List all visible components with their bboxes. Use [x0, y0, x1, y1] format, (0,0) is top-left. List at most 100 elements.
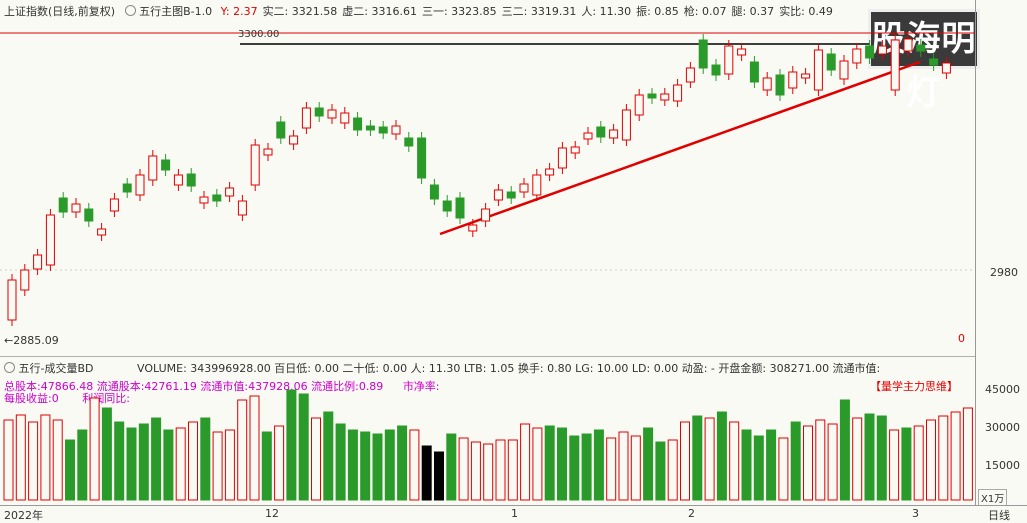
volume-indicator-name[interactable]: 五行-成交量BD [18, 362, 94, 375]
candle-body [775, 74, 785, 96]
low-price-label: ←2885.09 [4, 334, 59, 347]
volume-bar [101, 407, 112, 501]
candle-body [378, 126, 388, 134]
volume-bar [729, 421, 740, 501]
volume-bar [175, 427, 186, 501]
chart-header: 上证指数(日线,前复权) 五行主图B-1.0 Y: 2.37 实二: 3321.5… [0, 3, 833, 19]
candle-body [481, 208, 491, 222]
candle-body [545, 168, 555, 176]
volume-bar [298, 393, 309, 501]
volume-bar [360, 431, 371, 501]
volume-bar [249, 395, 260, 501]
volume-bar [790, 421, 801, 501]
indicator-icon[interactable] [124, 5, 136, 16]
volume-bar [151, 417, 162, 501]
candle-body [468, 224, 478, 232]
volume-bar [347, 429, 358, 501]
volume-bar [827, 423, 838, 501]
candle-body [865, 45, 875, 59]
float-cap: 流通市值:437928.06 [200, 380, 308, 393]
candle-body [762, 77, 772, 91]
candle-body [852, 48, 862, 64]
candle-body [263, 148, 273, 156]
volume-bar [372, 433, 383, 501]
candle-body [455, 197, 465, 219]
float-shares: 流通股本:42761.19 [96, 380, 197, 393]
main-chart[interactable] [0, 0, 975, 355]
volume-bar [667, 439, 678, 501]
volume-bar [200, 417, 211, 501]
candle-body [826, 53, 836, 71]
volume-bar [40, 414, 51, 501]
candle-body [148, 155, 158, 181]
candle-body [109, 198, 119, 212]
candle-body [634, 94, 644, 116]
volume-bar [311, 417, 321, 501]
volume-bar [901, 427, 912, 501]
candle-body [506, 191, 516, 199]
volume-bar [224, 429, 235, 501]
volume-bar [323, 411, 334, 501]
volume-bar [3, 419, 14, 501]
indicator-name[interactable]: 五行主图B-1.0 [139, 5, 213, 18]
volume-bar [581, 433, 592, 501]
candle-body [7, 279, 17, 321]
support-trend-line [439, 60, 921, 236]
volume-bar [864, 413, 875, 501]
candle-body [609, 129, 619, 139]
volume-bars[interactable] [0, 357, 975, 505]
candle-body [621, 109, 631, 141]
candle-body [737, 48, 747, 56]
candle-body [161, 159, 171, 171]
volume-indicator-icon[interactable] [4, 362, 15, 373]
volume-bar [520, 423, 531, 501]
header-stat: 三二: 3319.31 [501, 5, 577, 18]
candle-body [186, 173, 196, 187]
volume-chart[interactable] [0, 357, 975, 505]
zero-label: 0 [958, 332, 965, 345]
volume-bar [495, 439, 506, 501]
candle-body [673, 84, 683, 102]
total-shares: 总股本:47866.48 [4, 380, 94, 393]
volume-bar [65, 439, 75, 501]
volume-bar [138, 423, 149, 501]
header-stat: 振: 0.85 [636, 5, 679, 18]
period-button[interactable]: 日线 [988, 509, 1010, 522]
volume-bar [77, 429, 88, 501]
candle-body [71, 203, 81, 213]
candle-body [391, 125, 401, 135]
eps: 每股收益:0 [4, 392, 59, 405]
vol-tick-15000: 15000 [985, 459, 1020, 472]
arrow-left-icon: ← [4, 334, 14, 347]
volume-bar [261, 431, 272, 501]
candle-body [685, 67, 695, 83]
volume-bar [89, 397, 100, 501]
index-title[interactable]: 上证指数(日线,前复权) [4, 5, 116, 18]
volume-bar [409, 429, 420, 501]
candle-body [493, 189, 503, 201]
candle-body [890, 39, 900, 91]
candle-body [583, 132, 593, 140]
candle-body [941, 62, 951, 74]
volume-bar [962, 407, 973, 501]
pb-ratio: 市净率: [402, 380, 440, 393]
watermark-logo: 股海明灯 [868, 9, 980, 113]
volume-bar [630, 435, 641, 501]
candle-body [365, 125, 375, 131]
x-axis-line [0, 505, 1027, 506]
candle-body [289, 135, 299, 145]
volume-bar [470, 441, 481, 501]
candle-body [724, 45, 734, 75]
candle-body [353, 117, 363, 131]
candlestick-chart[interactable] [0, 0, 975, 355]
candle-body [33, 254, 43, 270]
volume-bar [852, 417, 863, 501]
candle-body [788, 71, 798, 89]
candle-body [97, 228, 107, 236]
candle-body [58, 197, 68, 213]
volume-bar [335, 423, 346, 501]
candle-body [532, 174, 542, 196]
candle-body [660, 93, 670, 101]
volume-bar [446, 433, 457, 501]
volume-tag: 【量学主力思维】 [870, 380, 958, 393]
